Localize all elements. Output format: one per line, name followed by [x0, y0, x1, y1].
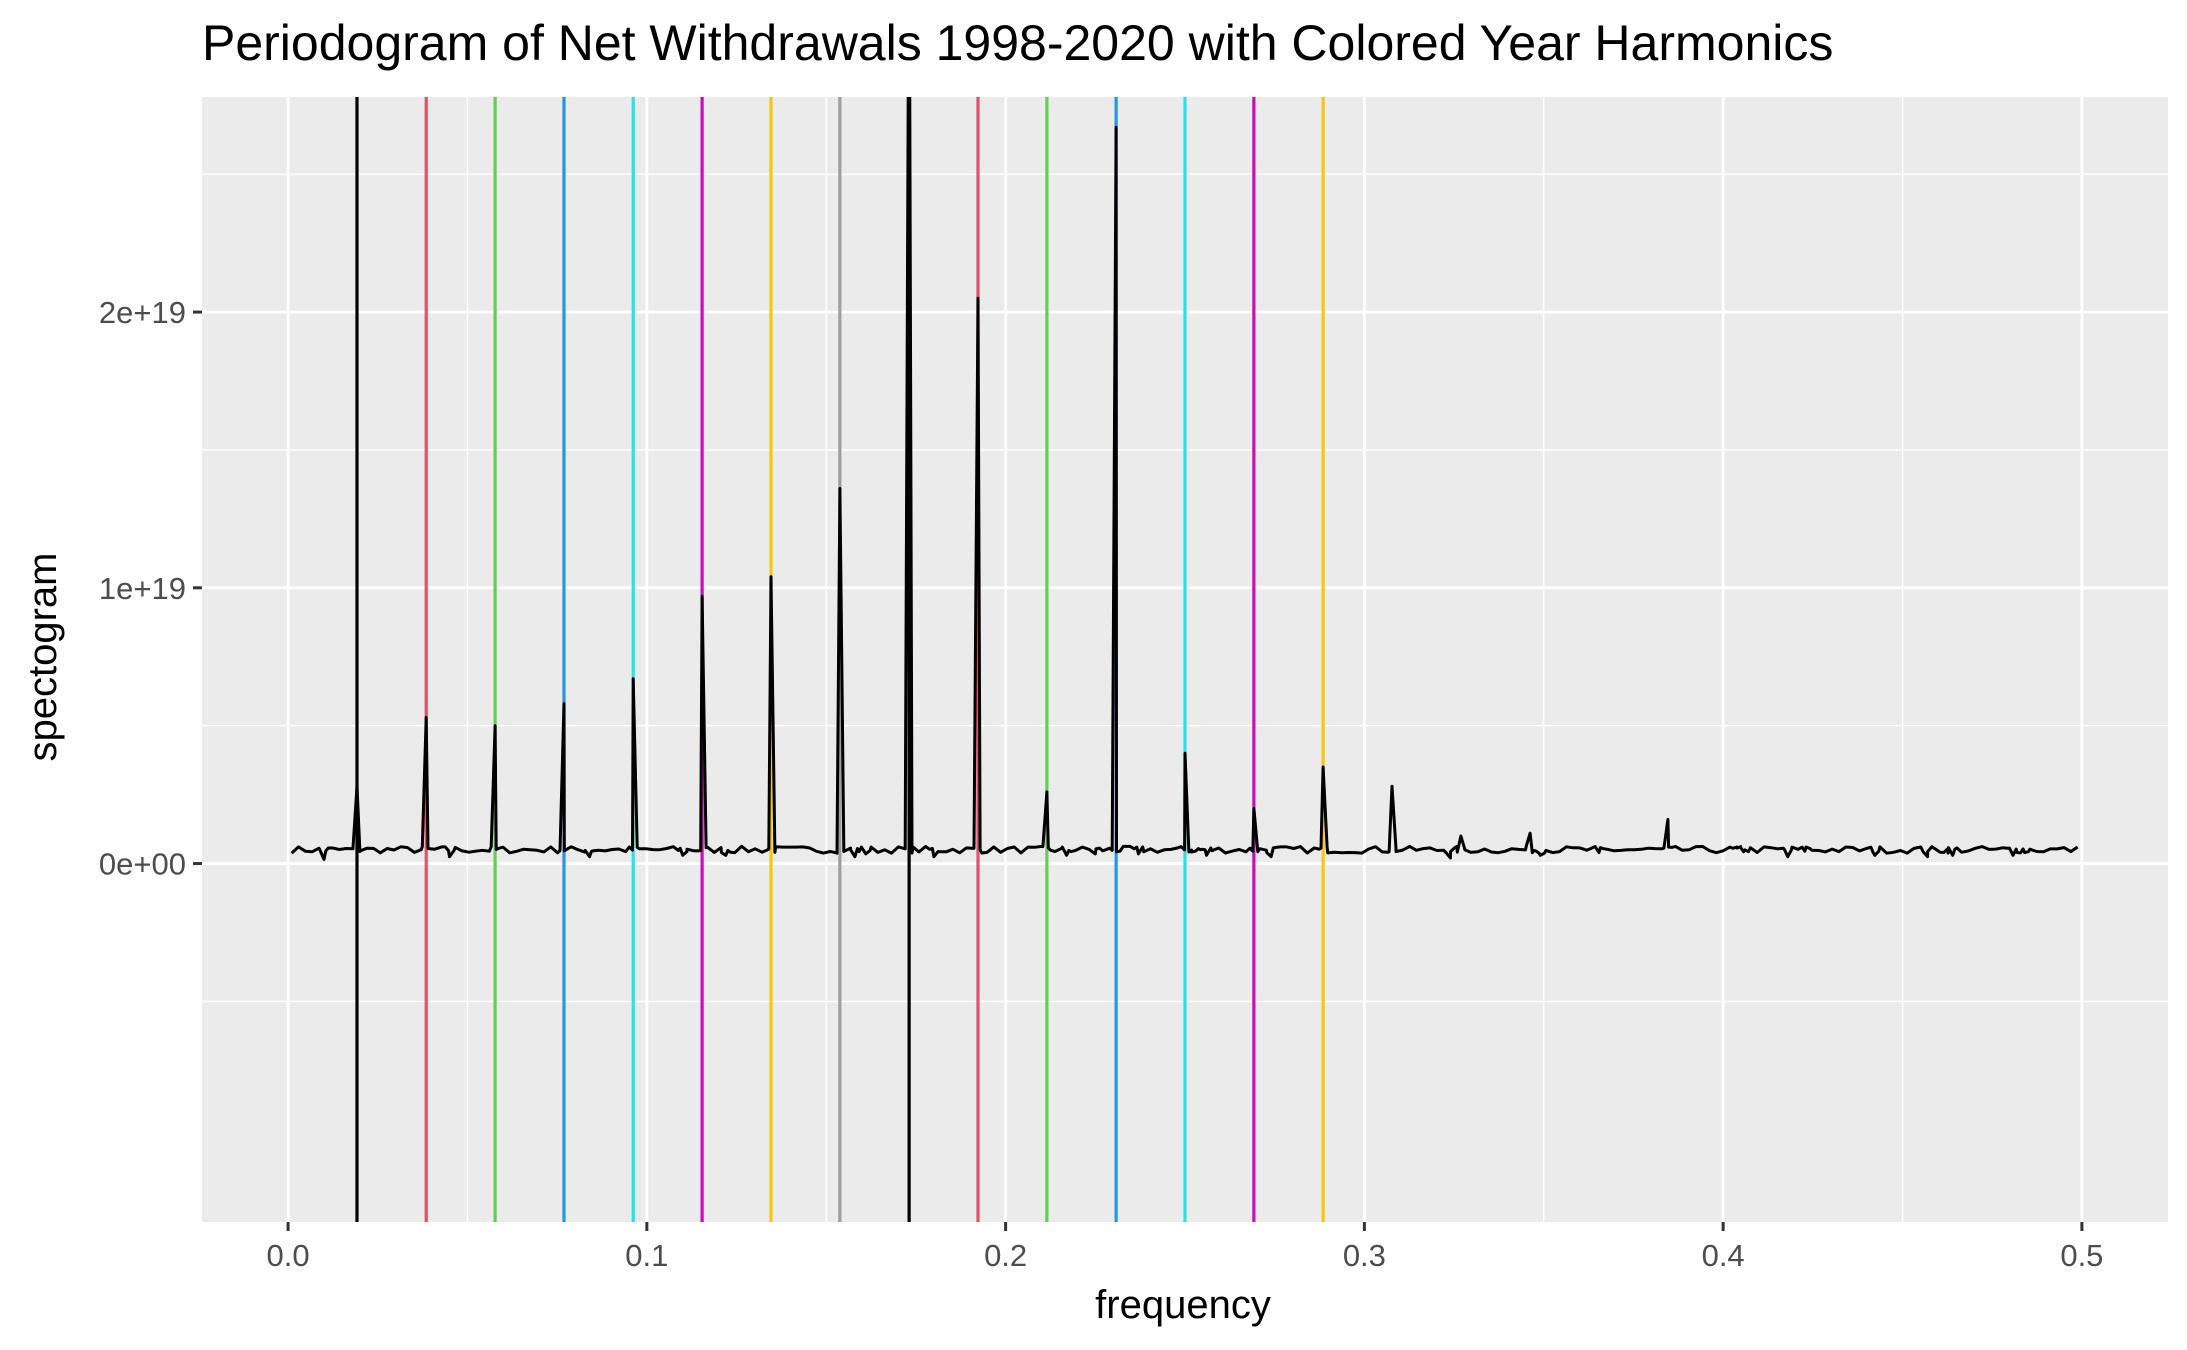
series-layer: [290, 97, 2079, 861]
spectrum-line: [290, 97, 2079, 861]
x-axis: 0.0 0.1 0.2 0.3 0.4 0.5: [267, 1222, 2103, 1273]
y-tick-label: 2e+19: [99, 295, 186, 330]
y-axis-title: spectogram: [21, 553, 65, 762]
x-tick-label: 0.4: [1702, 1238, 1745, 1273]
x-axis-title: frequency: [1095, 1283, 1271, 1327]
y-tick-label: 0e+00: [99, 847, 186, 882]
y-tick-label: 1e+19: [99, 571, 186, 606]
y-axis: 0e+00 1e+19 2e+19: [99, 295, 202, 882]
x-tick-label: 0.2: [984, 1238, 1027, 1273]
x-tick-label: 0.3: [1343, 1238, 1386, 1273]
chart-title: Periodogram of Net Withdrawals 1998-2020…: [202, 15, 1833, 71]
x-tick-label: 0.5: [2060, 1238, 2103, 1273]
x-tick-label: 0.0: [267, 1238, 310, 1273]
x-tick-label: 0.1: [625, 1238, 668, 1273]
